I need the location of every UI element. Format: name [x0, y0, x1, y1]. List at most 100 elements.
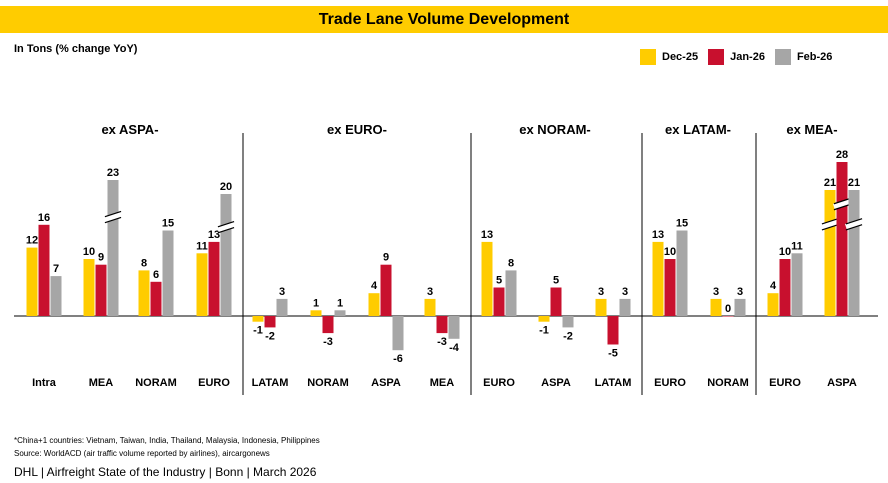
bar-dec25 — [824, 190, 836, 316]
bar-feb26 — [734, 298, 746, 316]
bar-feb26 — [392, 316, 404, 351]
group-title: ex NORAM- — [519, 122, 591, 137]
axis-break-mark — [845, 224, 863, 231]
bar-jan26 — [664, 259, 676, 316]
bar-dec25 — [424, 298, 436, 316]
data-label: -2 — [265, 330, 275, 342]
bar-feb26 — [162, 230, 174, 316]
bar-jan26 — [493, 287, 505, 316]
legend-item-jan26: Jan-26 — [708, 49, 765, 65]
bar-jan26 — [380, 264, 392, 316]
data-label: 21 — [848, 177, 860, 189]
data-label: 3 — [713, 286, 719, 298]
data-label: 3 — [737, 286, 743, 298]
bar-dec25 — [310, 310, 322, 316]
data-label: 7 — [53, 263, 59, 275]
legend-item-feb26: Feb-26 — [774, 49, 832, 65]
bar-dec25 — [196, 253, 208, 316]
data-label: 6 — [153, 269, 159, 281]
bar-dec25 — [767, 293, 779, 316]
bar-feb26 — [619, 298, 631, 316]
bar-jan26 — [150, 281, 162, 316]
bar-feb26 — [562, 316, 574, 328]
category-label: EURO — [654, 377, 686, 389]
data-label: 10 — [664, 246, 676, 258]
data-label: 0 — [725, 303, 731, 315]
bar-feb26 — [334, 310, 346, 316]
data-label: 9 — [383, 252, 389, 264]
data-label: 5 — [553, 275, 559, 287]
axis-break-mark — [217, 226, 235, 234]
data-label: -3 — [323, 336, 333, 348]
data-label: 20 — [220, 181, 232, 193]
data-label: 15 — [676, 218, 688, 230]
axis-break-mark — [833, 197, 851, 205]
legend: Dec-25 Jan-26 Feb-26 — [640, 47, 832, 67]
data-label: 3 — [598, 286, 604, 298]
bar-feb26 — [791, 253, 803, 316]
category-label: NORAM — [307, 377, 349, 389]
bar-jan26 — [95, 264, 107, 316]
legend-swatch-jan26 — [708, 49, 725, 65]
category-label: EURO — [769, 377, 801, 389]
group-title: ex EURO- — [327, 122, 387, 137]
category-label: EURO — [198, 377, 230, 389]
bar-feb26 — [505, 270, 517, 316]
axis-break-gap — [832, 198, 852, 210]
bar-dec25 — [83, 259, 95, 316]
bar-dec25 — [138, 270, 150, 316]
data-label: 1 — [337, 297, 343, 309]
bar-feb26 — [220, 194, 232, 316]
bar-dec25 — [710, 298, 722, 316]
category-label: LATAM — [595, 377, 632, 389]
data-label: 13 — [208, 229, 220, 241]
footnote-source: Source: WorldACD (air traffic volume rep… — [14, 449, 270, 458]
bar-feb26 — [448, 316, 460, 339]
bar-jan26 — [779, 259, 791, 316]
data-label: 10 — [83, 246, 95, 258]
data-label: 15 — [162, 218, 174, 230]
data-label: 4 — [371, 280, 378, 292]
data-label: 23 — [107, 167, 119, 179]
bar-feb26 — [848, 190, 860, 316]
data-label: -1 — [253, 325, 263, 337]
bar-jan26 — [436, 316, 448, 334]
bar-jan26 — [607, 316, 619, 345]
data-label: 4 — [770, 280, 777, 292]
category-label: ASPA — [541, 377, 571, 389]
category-label: NORAM — [135, 377, 177, 389]
bar-jan26 — [208, 241, 220, 316]
data-label: 13 — [481, 229, 493, 241]
group-title: ex ASPA- — [101, 122, 158, 137]
data-label: 13 — [652, 229, 664, 241]
legend-label-dec25: Dec-25 — [662, 51, 699, 63]
bar-feb26 — [50, 276, 62, 316]
data-label: 16 — [38, 212, 50, 224]
legend-label-jan26: Jan-26 — [730, 51, 765, 63]
bar-jan26 — [264, 316, 276, 328]
data-label: 28 — [836, 149, 848, 161]
bar-feb26 — [107, 180, 119, 316]
category-label: EURO — [483, 377, 515, 389]
bar-dec25 — [652, 241, 664, 316]
data-label: 3 — [427, 286, 433, 298]
bar-feb26 — [276, 298, 288, 316]
category-label: NORAM — [707, 377, 749, 389]
data-label: -6 — [393, 353, 403, 365]
chart-title: Trade Lane Volume Development — [318, 11, 570, 28]
data-label: 3 — [622, 286, 628, 298]
category-label: Intra — [32, 377, 57, 389]
category-label: MEA — [430, 377, 455, 389]
group-title: ex LATAM- — [665, 122, 731, 137]
axis-break-mark — [821, 224, 839, 231]
group-title: ex MEA- — [786, 122, 837, 137]
data-label: 3 — [279, 286, 285, 298]
axis-break-mark — [104, 210, 122, 218]
category-label: LATAM — [252, 377, 289, 389]
bar-jan26 — [722, 316, 734, 317]
axis-break-mark — [104, 216, 122, 224]
unit-label: In Tons (% change YoY) — [14, 43, 138, 55]
axis-break-gap — [820, 218, 840, 230]
data-label: 10 — [779, 246, 791, 258]
